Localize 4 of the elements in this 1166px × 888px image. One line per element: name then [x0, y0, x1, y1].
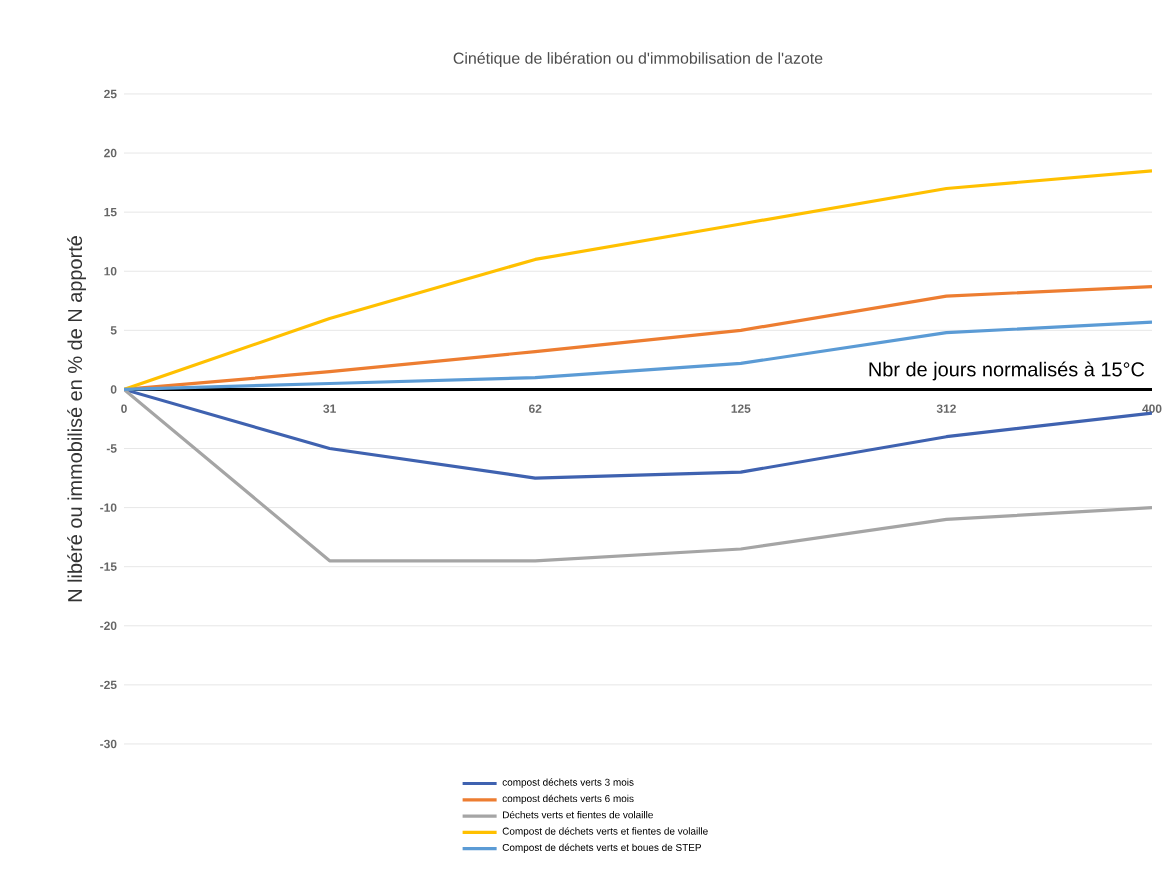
x-axis-title: Nbr de jours normalisés à 15°C	[869, 361, 1145, 381]
y-axis-title: N libéré ou immobilisé en % de N apporté	[67, 236, 87, 602]
line-series	[124, 320, 1152, 392]
line-series	[124, 169, 1152, 392]
